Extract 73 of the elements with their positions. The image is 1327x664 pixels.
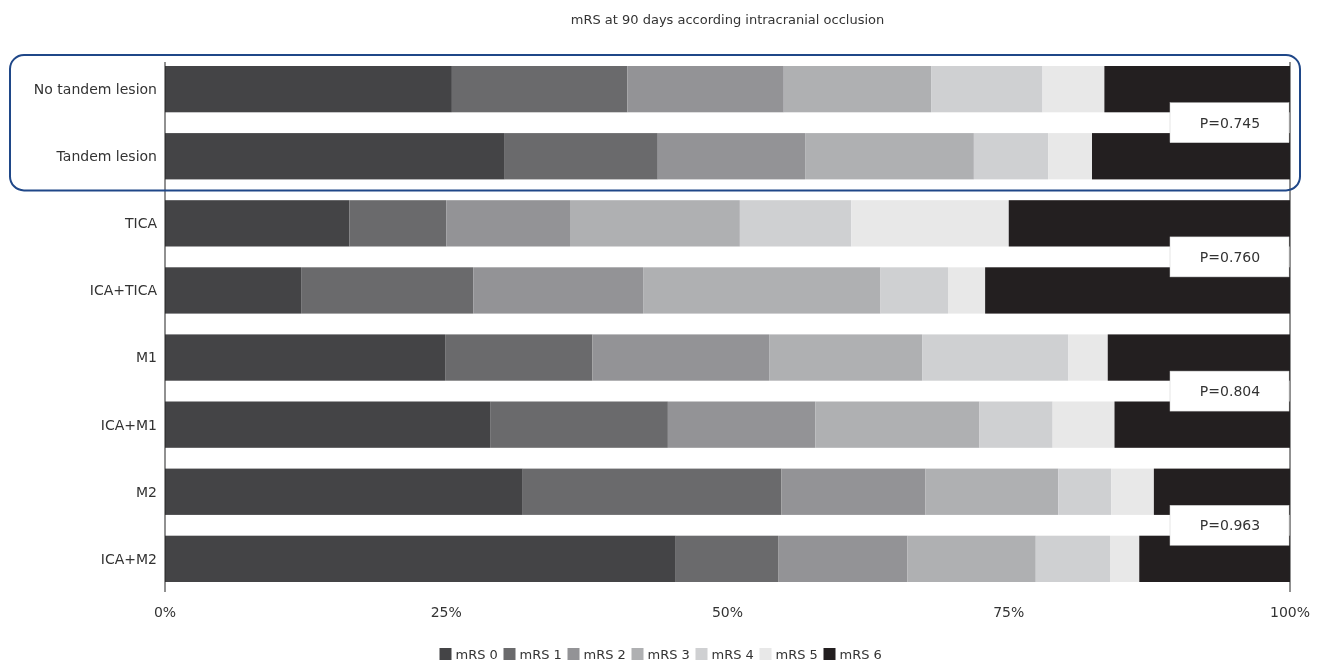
bar	[165, 535, 676, 582]
legend-label: mRS 5	[775, 646, 818, 662]
legend-label: mRS 1	[519, 646, 562, 662]
legend-label: mRS 6	[839, 646, 882, 662]
bar	[781, 468, 926, 515]
legend-label: mRS 4	[711, 646, 754, 662]
bar	[349, 200, 447, 247]
bar	[657, 133, 806, 180]
legend-label: mRS 0	[455, 646, 498, 662]
bar	[815, 401, 980, 448]
bar	[592, 334, 770, 381]
x-tick-label: 25%	[430, 604, 462, 620]
chart-title: mRS at 90 days according intracranial occlusion	[570, 12, 885, 27]
bar	[783, 66, 932, 113]
y-tick-label: M2	[136, 483, 157, 500]
y-tick-label: No tandem lesion	[33, 81, 157, 98]
bar	[165, 468, 523, 515]
bar	[973, 133, 1049, 180]
bar	[851, 200, 1009, 247]
x-tick-label: 75%	[993, 604, 1025, 620]
bar	[445, 334, 593, 381]
bar	[739, 200, 852, 247]
legend-label: mRS 2	[583, 646, 626, 662]
y-tick-label: ICA+TICA	[89, 282, 158, 299]
annotation: P=0.745	[1199, 114, 1261, 131]
bar	[805, 133, 974, 180]
x-tick-label: 50%	[711, 604, 744, 620]
bar	[907, 535, 1036, 582]
annotation: P=0.760	[1199, 248, 1261, 265]
annotation: P=0.963	[1199, 517, 1261, 534]
legend-label: mRS 3	[647, 646, 690, 662]
bar	[165, 200, 350, 247]
y-tick-label: ICA+M1	[100, 416, 157, 433]
bar	[1058, 468, 1112, 515]
bar	[1035, 535, 1110, 582]
bar	[522, 468, 782, 515]
bar	[446, 200, 570, 247]
bar	[165, 66, 452, 113]
bar	[490, 401, 668, 448]
bar	[931, 66, 1043, 113]
bar	[473, 267, 644, 314]
y-tick-label: TICA	[123, 215, 158, 232]
bar	[1110, 535, 1140, 582]
x-tick-label: 100%	[1269, 604, 1311, 620]
bar	[948, 267, 986, 314]
bar	[1068, 334, 1108, 381]
x-tick-label: 0%	[153, 604, 177, 620]
bar	[778, 535, 908, 582]
bar	[165, 401, 491, 448]
y-tick-label: Tandem lesion	[55, 148, 157, 165]
bar	[1111, 468, 1154, 515]
bar	[922, 334, 1069, 381]
bar	[1048, 133, 1092, 180]
bar	[1052, 401, 1115, 448]
y-tick-label: ICA+M2	[100, 550, 157, 567]
bar	[643, 267, 881, 314]
bar	[667, 401, 816, 448]
bar	[451, 66, 628, 113]
bar	[925, 468, 1059, 515]
annotation: P=0.804	[1199, 383, 1261, 399]
bar	[769, 334, 923, 381]
bar	[675, 535, 779, 582]
bar	[165, 334, 446, 381]
bar	[301, 267, 474, 314]
y-tick-label: M1	[136, 349, 157, 366]
bar	[880, 267, 948, 314]
bar	[165, 267, 302, 314]
bar	[627, 66, 784, 113]
bar	[504, 133, 658, 180]
bar	[165, 133, 505, 180]
bar	[979, 401, 1053, 448]
bar	[1042, 66, 1105, 113]
bar	[570, 200, 740, 247]
